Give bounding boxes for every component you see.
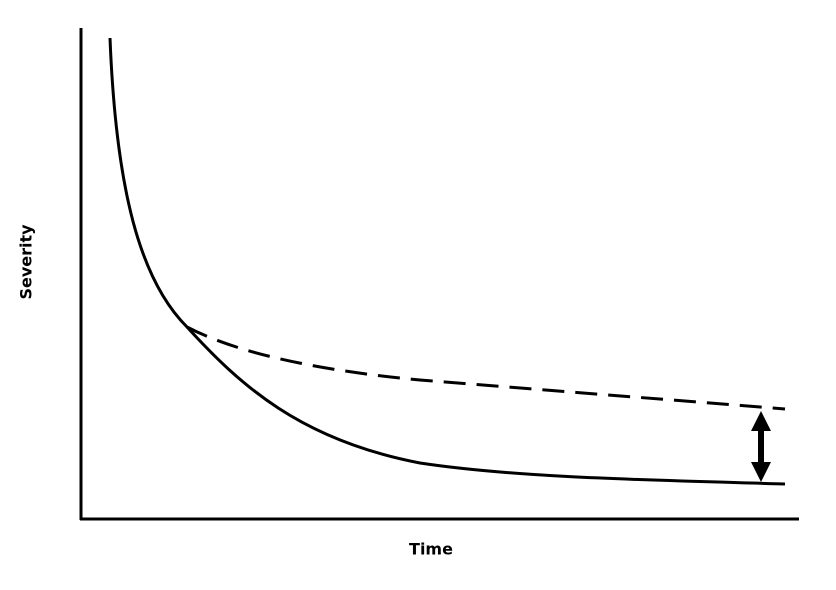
y-axis-label: Severity <box>17 224 36 300</box>
x-axis-label: Time <box>409 540 453 559</box>
gap-arrow-head-bottom <box>751 462 771 482</box>
gap-arrow-head-top <box>751 411 771 431</box>
solid-curve <box>108 37 786 486</box>
dashed-curve <box>186 325 786 411</box>
